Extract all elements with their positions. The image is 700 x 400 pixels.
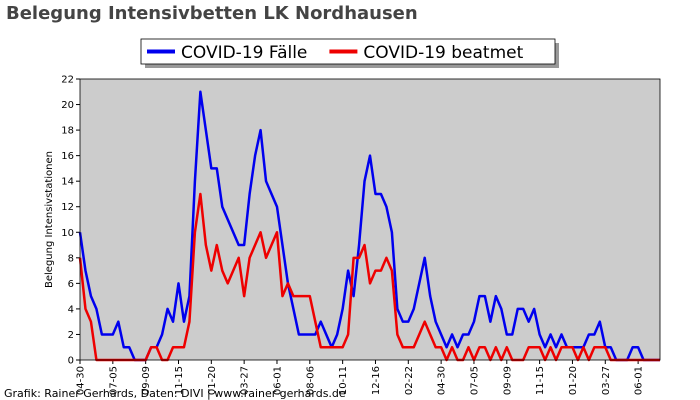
x-tick-label: 12-16 — [371, 366, 382, 395]
x-tick-label: 06-01 — [634, 366, 645, 395]
chart-title: Belegung Intensivbetten LK Nordhausen — [6, 3, 418, 24]
x-tick-label: 02-22 — [404, 366, 415, 395]
data-line — [78, 192, 660, 362]
y-tick-label: 12 — [61, 202, 74, 213]
x-tick-label: 11-15 — [535, 366, 546, 395]
y-tick-label: 20 — [61, 100, 74, 111]
x-tick-label: 08-06 — [305, 366, 316, 395]
y-tick-label: 18 — [61, 126, 74, 137]
y-tick-label: 22 — [61, 75, 74, 86]
y-tick-label: 0 — [68, 356, 74, 367]
x-tick-label: 04-30 — [437, 366, 448, 395]
source-note: Grafik: Rainer Gerhards, Daten: DIVI | w… — [4, 387, 346, 400]
y-tick-label: 14 — [61, 177, 74, 188]
x-tick-label: 03-27 — [601, 366, 612, 395]
x-tick-label: 07-05 — [469, 366, 480, 395]
x-tick-label: 04-30 — [76, 366, 87, 395]
y-tick-label: 8 — [68, 253, 74, 264]
legend-label: COVID-19 Fälle — [181, 43, 307, 63]
x-tick-label: 01-20 — [568, 366, 579, 395]
legend: COVID-19 Fälle COVID-19 beatmet — [140, 38, 559, 68]
x-tick-label: 09-09 — [141, 366, 152, 395]
x-tick-label: 06-01 — [272, 366, 283, 395]
y-axis-label: Belegung Intensivstationen — [44, 151, 55, 288]
y-tick-label: 4 — [68, 304, 74, 315]
x-tick-label: 11-15 — [174, 366, 185, 395]
plot-frame — [79, 78, 661, 361]
x-tick-label: 09-09 — [502, 366, 513, 395]
y-tick-label: 10 — [61, 228, 74, 239]
x-tick-label: 10-11 — [338, 366, 349, 395]
plot-background — [80, 79, 660, 360]
x-tick-label: 03-27 — [240, 366, 251, 395]
x-tick-label: 07-05 — [108, 366, 119, 395]
y-tick-label: 16 — [61, 151, 74, 162]
x-tick-label: 01-20 — [207, 366, 218, 395]
y-tick-label: 2 — [68, 330, 74, 341]
y-tick-label: 6 — [68, 279, 74, 290]
legend-label: COVID-19 beatmet — [363, 43, 523, 63]
data-line — [78, 90, 660, 362]
